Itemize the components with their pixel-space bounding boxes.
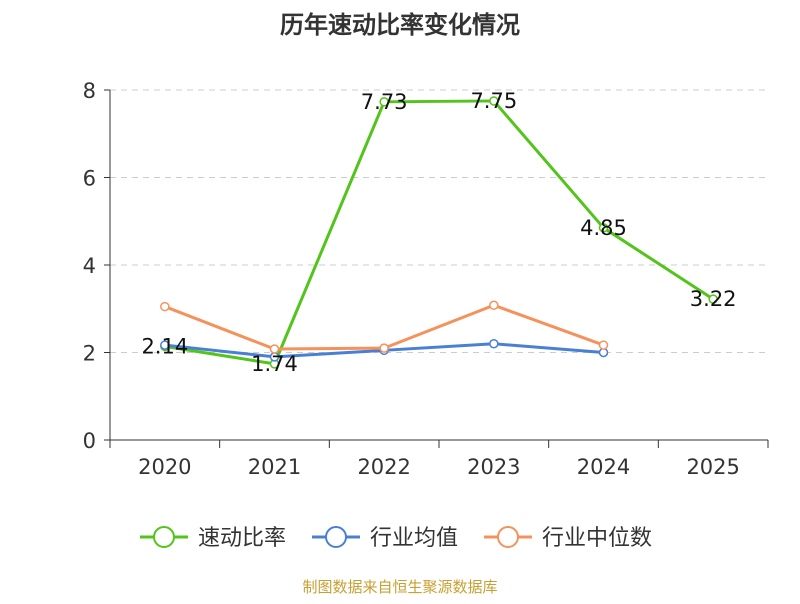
- legend-item-1: 速动比率: [140, 526, 286, 551]
- x-tick-label: 2024: [577, 455, 630, 479]
- legend-label: 行业中位数: [542, 526, 652, 551]
- y-tick-label: 4: [83, 254, 96, 278]
- series-1-point: [708, 294, 718, 304]
- x-tick-label: 2023: [467, 455, 520, 479]
- data-label: 1.74: [251, 352, 298, 376]
- series-2-point: [489, 339, 499, 349]
- legend-label: 行业均值: [370, 526, 458, 551]
- legend-swatch-marker: [497, 526, 519, 548]
- y-tick-label: 2: [83, 342, 96, 366]
- y-tick-label: 0: [83, 429, 96, 453]
- series-1-point: [379, 97, 389, 107]
- series-2-point: [160, 340, 170, 350]
- legend-item-3: 行业中位数: [484, 526, 652, 551]
- series-3-point: [489, 300, 499, 310]
- x-tick-label: 2020: [138, 455, 191, 479]
- legend-label: 速动比率: [198, 526, 286, 551]
- data-label: 3.22: [690, 287, 737, 311]
- y-tick-label: 8: [83, 79, 96, 103]
- legend-swatch-marker: [325, 526, 347, 548]
- axis-layer: 0 2 4 6 8 2020 2021 2022 2023 2024 2025: [83, 79, 769, 479]
- data-label: 7.73: [361, 90, 408, 114]
- series-line-1: [164, 99, 714, 366]
- series-3-point: [379, 343, 389, 353]
- data-label: 4.85: [580, 216, 627, 240]
- series-3-point: [598, 340, 609, 350]
- series-3-point: [269, 344, 280, 354]
- series-line-3: [164, 303, 605, 351]
- chart-title: 历年速动比率变化情况: [280, 11, 520, 39]
- y-tick-label: 6: [83, 167, 96, 191]
- legend-item-2: 行业均值: [312, 526, 458, 551]
- series-1-point: [598, 223, 609, 233]
- grid-layer: [110, 89, 768, 353]
- x-tick-label: 2021: [248, 455, 301, 479]
- x-tick-label: 2022: [357, 455, 410, 479]
- data-label-layer: 2.14 1.74 7.73 7.75 4.85 3.22: [141, 89, 736, 376]
- series-3-point: [160, 301, 170, 312]
- legend-swatch-marker: [153, 526, 175, 548]
- source-note: 制图数据来自恒生聚源数据库: [302, 578, 497, 596]
- x-tick-label: 2025: [686, 455, 739, 479]
- series-layer: [160, 96, 718, 369]
- data-label: 7.75: [470, 89, 517, 113]
- legend: 速动比率 行业均值 行业中位数: [140, 526, 652, 551]
- data-label: 2.14: [141, 334, 188, 358]
- series-1-point: [489, 96, 499, 106]
